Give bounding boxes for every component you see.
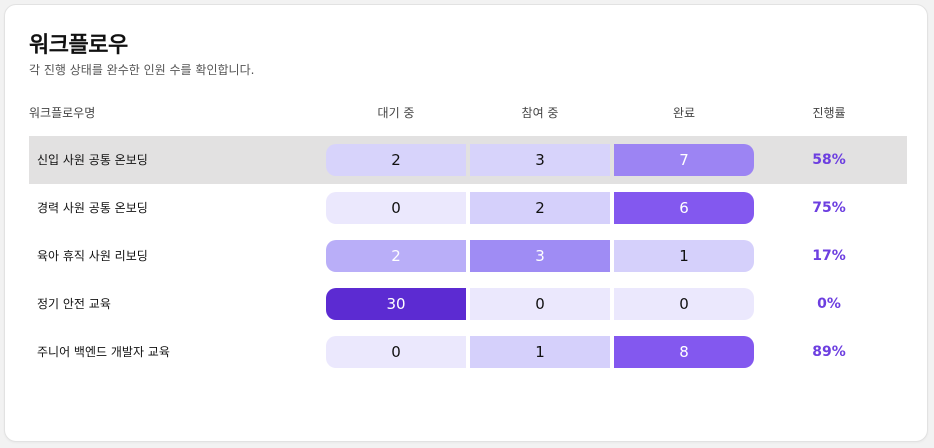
column-header-waiting: 대기 중: [377, 106, 415, 120]
completed-count: 6: [614, 192, 754, 224]
page-title: 워크플로우: [29, 33, 128, 58]
participating-count: 0: [470, 288, 610, 320]
waiting-count: 0: [326, 336, 466, 368]
progress-rate: 58%: [812, 152, 846, 168]
waiting-count: 2: [326, 144, 466, 176]
participating-count: 1: [470, 336, 610, 368]
column-header-completed: 완료: [672, 106, 696, 120]
completed-count: 1: [614, 240, 754, 272]
workflow-name: 주니어 백엔드 개발자 교육: [37, 345, 170, 359]
completed-count: 8: [614, 336, 754, 368]
table-row[interactable]: 신입 사원 공통 온보딩 2 3 7 58%: [29, 136, 907, 184]
column-header-progress: 진행률: [812, 106, 846, 120]
participating-count: 3: [470, 144, 610, 176]
progress-rate: 0%: [817, 296, 841, 312]
table-row[interactable]: 경력 사원 공통 온보딩 0 2 6 75%: [29, 184, 907, 232]
table-row[interactable]: 정기 안전 교육 30 0 0 0%: [29, 280, 907, 328]
participating-count: 3: [470, 240, 610, 272]
table-body: 신입 사원 공통 온보딩 2 3 7 58% 경력 사원 공통 온보딩 0 2 …: [29, 136, 907, 376]
column-header-participating: 참여 중: [521, 106, 559, 120]
workflow-name: 정기 안전 교육: [37, 297, 111, 311]
page-subtitle: 각 진행 상태를 완수한 인원 수를 확인합니다.: [29, 63, 255, 77]
progress-rate: 89%: [812, 344, 846, 360]
completed-count: 7: [614, 144, 754, 176]
waiting-count: 30: [326, 288, 466, 320]
column-header-name: 워크플로우명: [29, 106, 96, 120]
waiting-count: 2: [326, 240, 466, 272]
waiting-count: 0: [326, 192, 466, 224]
workflow-name: 경력 사원 공통 온보딩: [37, 201, 148, 215]
table-row[interactable]: 육아 휴직 사원 리보딩 2 3 1 17%: [29, 232, 907, 280]
table-row[interactable]: 주니어 백엔드 개발자 교육 0 1 8 89%: [29, 328, 907, 376]
workflow-name: 육아 휴직 사원 리보딩: [37, 249, 148, 263]
participating-count: 2: [470, 192, 610, 224]
table-header: 워크플로우명 대기 중 참여 중 완료 진행률: [29, 103, 891, 138]
workflow-name: 신입 사원 공통 온보딩: [37, 153, 148, 167]
progress-rate: 75%: [812, 200, 846, 216]
workflow-card: 워크플로우 각 진행 상태를 완수한 인원 수를 확인합니다. 워크플로우명 대…: [4, 4, 928, 442]
completed-count: 0: [614, 288, 754, 320]
progress-rate: 17%: [812, 248, 846, 264]
